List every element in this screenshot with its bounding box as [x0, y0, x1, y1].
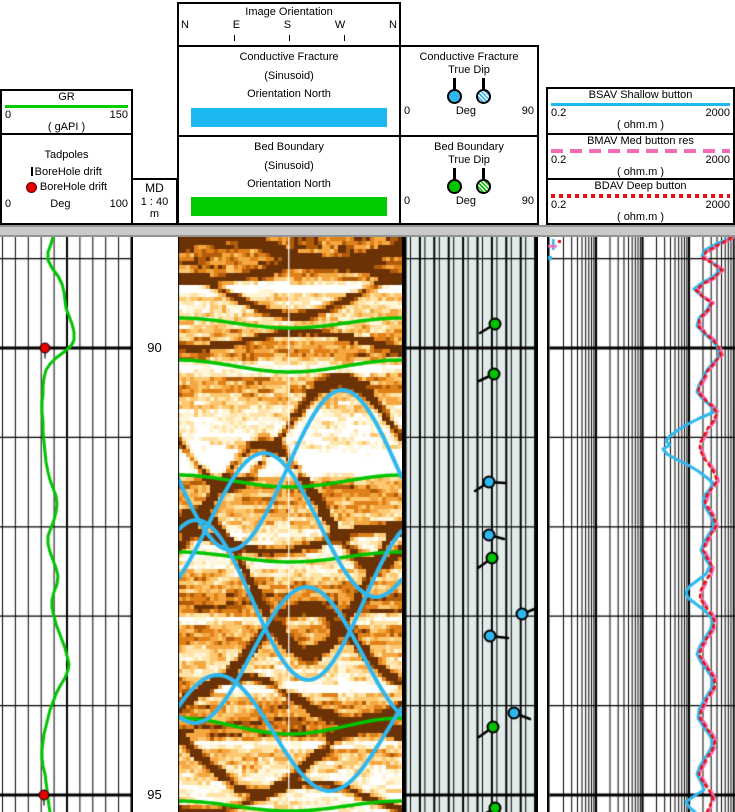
cf-line3: Orientation North: [247, 88, 331, 101]
bsav-panel[interactable]: BSAV Shallow button 0.2 2000 ( ohm.m ): [546, 87, 735, 135]
bmav-max: 2000: [705, 153, 730, 166]
gr-header-panel[interactable]: GR 0 150 ( gAPI ): [0, 89, 133, 135]
gr-unit: ( gAPI ): [47, 121, 86, 134]
bsav-max: 2000: [705, 106, 730, 119]
cyan-tadpole-hatched-icon: [476, 78, 491, 105]
bsav-title: BSAV Shallow button: [588, 89, 693, 101]
md-unit: m: [149, 208, 160, 221]
tadpoles-mid: Deg: [50, 197, 71, 210]
bb-line3: Orientation North: [247, 178, 331, 191]
resistivity-track[interactable]: [547, 237, 735, 812]
tadpoles-item2: BoreHole drift: [2, 181, 131, 194]
gr-max: 150: [109, 108, 128, 121]
gr-title: GR: [58, 91, 75, 103]
bb-truedip-max: 90: [521, 195, 534, 208]
bb-truedip-mid: Deg: [455, 195, 477, 208]
gr-min: 0: [5, 108, 12, 121]
bb-color-bar: [191, 196, 387, 216]
depth-label-90: 90: [147, 340, 162, 355]
compass-tick-s: [289, 34, 290, 41]
bsav-curve-sample: [551, 102, 730, 106]
bmav-min: 0.2: [551, 153, 567, 166]
gr-track[interactable]: [0, 237, 133, 812]
cf-truedip-panel[interactable]: Conductive Fracture True Dip 0 Deg 90: [399, 45, 539, 137]
compass-s: S: [283, 18, 292, 31]
bb-line1: Bed Boundary: [254, 141, 324, 153]
green-tadpole-hatched-icon: [476, 168, 491, 195]
green-tadpole-solid-icon: [447, 168, 462, 195]
cf-truedip-glyphs: [401, 78, 537, 105]
bdav-min: 0.2: [551, 198, 567, 211]
image-orientation-title: Image Orientation: [245, 6, 333, 18]
md-scale-panel: MD 1 : 40 m: [131, 178, 178, 225]
tadpoles-header-panel[interactable]: Tadpoles BoreHole drift BoreHole drift 0…: [0, 133, 133, 225]
tadpoles-min: 0: [5, 197, 12, 210]
compass-n2: N: [389, 18, 397, 31]
cf-line2: (Sinusoid): [264, 69, 314, 82]
conductive-fracture-panel[interactable]: Conductive Fracture (Sinusoid) Orientati…: [177, 45, 401, 137]
bdav-title: BDAV Deep button: [594, 180, 687, 192]
cf-truedip-line2: True Dip: [448, 63, 490, 76]
cf-truedip-min: 0: [404, 105, 411, 118]
cf-truedip-line1: Conductive Fracture: [419, 51, 519, 63]
bdav-unit: ( ohm.m ): [616, 211, 665, 224]
bb-line2: (Sinusoid): [264, 159, 314, 172]
md-scale: 1 : 40: [140, 195, 169, 208]
compass-n1: N: [181, 18, 189, 31]
red-tadpole-icon: [25, 181, 37, 193]
tadpoles-max: 100: [109, 197, 128, 210]
bb-truedip-min: 0: [404, 195, 411, 208]
bmav-panel[interactable]: BMAV Med button res 0.2 2000 ( ohm.m ): [546, 133, 735, 180]
gr-curve-sample: [5, 104, 128, 108]
compass-tick-e: [234, 34, 235, 41]
image-orientation-panel: Image Orientation N E S W N: [177, 2, 401, 47]
bdav-panel[interactable]: BDAV Deep button 0.2 2000 ( ohm.m ): [546, 178, 735, 225]
header-separator-band: [0, 225, 735, 237]
bb-truedip-line1: Bed Boundary: [434, 141, 504, 153]
bdav-curve-sample: [551, 193, 730, 198]
cf-color-bar: [191, 107, 387, 127]
bmav-unit: ( ohm.m ): [616, 166, 665, 179]
tadpoles-item1: BoreHole drift: [2, 166, 131, 179]
tadpole-track[interactable]: [402, 237, 538, 812]
compass-w: W: [334, 18, 346, 31]
cyan-tadpole-solid-icon: [447, 78, 462, 105]
bed-boundary-panel[interactable]: Bed Boundary (Sinusoid) Orientation Nort…: [177, 135, 401, 225]
compass-row: N E S W N: [179, 19, 399, 41]
cf-truedip-max: 90: [521, 105, 534, 118]
bsav-unit: ( ohm.m ): [616, 119, 665, 132]
cf-truedip-mid: Deg: [455, 105, 477, 118]
bb-truedip-panel[interactable]: Bed Boundary True Dip 0 Deg 90: [399, 135, 539, 225]
bb-truedip-line2: True Dip: [448, 153, 490, 166]
image-track[interactable]: [178, 237, 402, 812]
compass-tick-w: [344, 34, 345, 41]
curve-tick-icon: [31, 167, 33, 177]
bb-truedip-glyphs: [401, 168, 537, 195]
bsav-min: 0.2: [551, 106, 567, 119]
depth-label-95: 95: [147, 787, 162, 802]
cf-line1: Conductive Fracture: [239, 51, 339, 63]
bdav-max: 2000: [705, 198, 730, 211]
bmav-curve-sample: [551, 148, 730, 153]
bmav-title: BMAV Med button res: [587, 135, 694, 147]
compass-e: E: [232, 18, 241, 31]
md-label: MD: [145, 182, 164, 195]
tadpoles-title: Tadpoles: [44, 149, 89, 161]
